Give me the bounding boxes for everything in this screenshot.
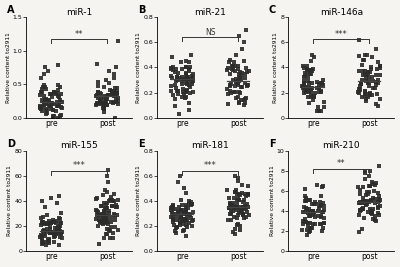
Text: ***: ***	[335, 30, 348, 39]
Text: B: B	[138, 5, 145, 15]
Text: A: A	[7, 5, 14, 15]
Text: D: D	[7, 139, 15, 149]
Y-axis label: Relative content to2911: Relative content to2911	[6, 32, 10, 103]
Text: **: **	[337, 159, 346, 168]
Y-axis label: Relative content to2911: Relative content to2911	[8, 166, 12, 236]
Text: C: C	[269, 5, 276, 15]
Title: miR-1: miR-1	[66, 8, 92, 17]
Text: E: E	[138, 139, 144, 149]
Title: miR-181: miR-181	[191, 141, 229, 150]
Title: miR-155: miR-155	[60, 141, 98, 150]
Text: ***: ***	[73, 162, 86, 170]
Text: **: **	[75, 30, 83, 39]
Y-axis label: Relative content to2911: Relative content to2911	[270, 166, 275, 236]
Text: NS: NS	[205, 28, 216, 37]
Y-axis label: Relative content to2911: Relative content to2911	[136, 166, 142, 236]
Title: miR-146a: miR-146a	[320, 8, 363, 17]
Text: ***: ***	[204, 162, 216, 170]
Title: miR-210: miR-210	[322, 141, 360, 150]
Y-axis label: Relative content to2911: Relative content to2911	[136, 32, 142, 103]
Text: F: F	[269, 139, 276, 149]
Y-axis label: Relative content to2911: Relative content to2911	[274, 32, 278, 103]
Title: miR-21: miR-21	[194, 8, 226, 17]
